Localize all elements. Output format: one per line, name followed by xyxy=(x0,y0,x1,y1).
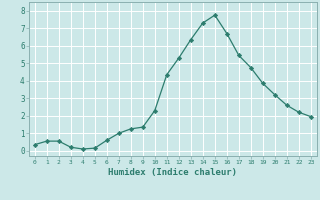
X-axis label: Humidex (Indice chaleur): Humidex (Indice chaleur) xyxy=(108,168,237,177)
